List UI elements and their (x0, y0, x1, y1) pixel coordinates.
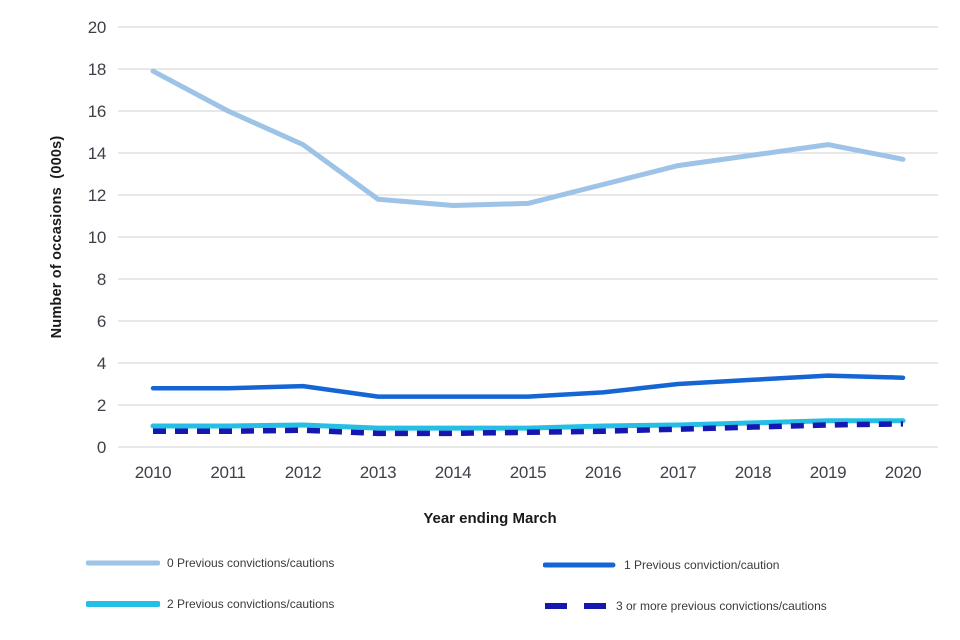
y-tick-label: 2 (97, 396, 106, 415)
x-tick-label: 2017 (660, 463, 697, 482)
x-tick-label: 2011 (210, 463, 245, 482)
x-tick-label: 2013 (360, 463, 397, 482)
y-tick-label: 18 (88, 60, 106, 79)
x-tick-label: 2014 (435, 463, 472, 482)
series-line-3 (153, 421, 904, 437)
y-tick-label: 10 (88, 228, 106, 247)
y-tick-label: 14 (88, 144, 106, 163)
legend-dashed-line-swatch (545, 603, 607, 609)
x-axis-title: Year ending March (423, 510, 557, 527)
y-tick-label: 6 (97, 312, 106, 331)
legend-label: 0 Previous convictions/cautions (167, 556, 335, 570)
legend-label: 1 Previous conviction/caution (624, 558, 780, 572)
y-axis-title: Number of occasions (000s) (49, 135, 65, 339)
legend-item-2-previous: 2 Previous convictions/cautions (86, 597, 334, 611)
x-tick-label: 2020 (885, 463, 922, 482)
legend-item-0-previous: 0 Previous convictions/cautions (86, 556, 334, 570)
y-tick-label: 0 (97, 438, 106, 457)
legend-label: 2 Previous convictions/cautions (167, 597, 335, 611)
legend-line-swatch (543, 562, 616, 568)
x-tick-label: 2015 (510, 463, 547, 482)
legend-item-3-or-more-previous: 3 or more previous convictions/cautions (543, 599, 827, 613)
legend-label: 3 or more previous convictions/cautions (616, 599, 827, 613)
legend-item-1-previous: 1 Previous conviction/caution (543, 558, 779, 572)
y-tick-label: 12 (88, 186, 106, 205)
legend-line-swatch (86, 560, 160, 566)
line-chart-plot-area: 0 2 4 6 8 10 12 14 16 18 20 2010 2011 2012 2013 2014 201… (88, 18, 938, 482)
series-line-0 (150, 68, 906, 208)
series-line-1 (150, 373, 906, 399)
legend-line-swatch (86, 601, 160, 607)
x-tick-label: 2019 (810, 463, 847, 482)
y-tick-label: 16 (88, 102, 106, 121)
x-tick-label: 2018 (735, 463, 772, 482)
y-tick-label: 8 (97, 270, 106, 289)
y-tick-label: 20 (88, 18, 106, 37)
x-tick-label: 2010 (135, 463, 172, 482)
x-tick-label: 2016 (585, 463, 622, 482)
x-tick-label: 2012 (285, 463, 322, 482)
series-line-2 (150, 418, 906, 431)
y-tick-label: 4 (97, 354, 106, 373)
